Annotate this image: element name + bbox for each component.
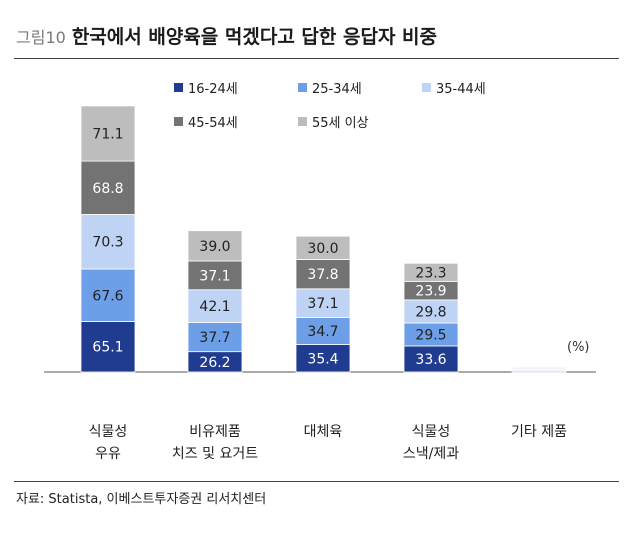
legend-swatch — [174, 117, 183, 126]
bar-segment — [295, 344, 351, 373]
figure-label: 그림10 — [16, 28, 66, 47]
category-label-line: 기타 제품 — [511, 424, 567, 440]
category-label: 기타 제품 — [484, 421, 594, 443]
data-label: 34.7 — [307, 324, 338, 340]
source-text: 자료: Statista, 이베스트투자증권 리서치센터 — [16, 492, 267, 507]
legend-item: 55세 이상 — [298, 112, 369, 131]
data-label: 68.8 — [92, 181, 123, 197]
data-label: 30.0 — [307, 241, 338, 257]
legend-swatch — [298, 117, 307, 126]
data-label: 29.5 — [415, 327, 446, 343]
bar-segment — [80, 160, 136, 215]
bar-segment — [80, 214, 136, 270]
data-label: 65.1 — [92, 340, 123, 356]
data-label: 23.9 — [415, 284, 446, 300]
category-label-line: 비유제품 — [189, 424, 241, 440]
bar-segment — [80, 321, 136, 373]
category-label-line: 대체육 — [303, 424, 343, 440]
data-label: 29.8 — [415, 304, 446, 320]
bar-segment — [295, 288, 351, 319]
data-label: 39.0 — [199, 239, 230, 255]
unit-label: (%) — [567, 340, 590, 355]
bar-segment — [187, 322, 243, 353]
category-label-line: 식물성 — [88, 424, 128, 440]
bar-segment — [295, 235, 351, 260]
bar-segment — [511, 366, 567, 369]
title-text: 한국에서 배양육을 먹겠다고 답한 응답자 비중 — [71, 26, 438, 48]
data-label: 37.8 — [307, 267, 338, 283]
data-label: 71.1 — [92, 126, 123, 142]
legend-item: 35-44세 — [422, 78, 486, 97]
category-label-line: 식물성 — [411, 424, 451, 440]
legend-item: 25-34세 — [298, 78, 362, 97]
bar-segment — [187, 260, 243, 291]
data-label: 37.1 — [199, 268, 230, 284]
data-label: 35.4 — [307, 351, 338, 367]
bar-segment — [295, 259, 351, 290]
legend-swatch — [298, 83, 307, 92]
bar-segment — [403, 262, 459, 282]
legend-label: 16-24세 — [188, 82, 238, 97]
category-label-line: 우유 — [95, 446, 121, 462]
legend-label: 45-54세 — [188, 116, 238, 131]
legend-swatch — [174, 83, 183, 92]
bar-segment — [187, 230, 243, 262]
top-rule — [14, 58, 619, 59]
data-label: 37.1 — [307, 296, 338, 312]
legend-item: 16-24세 — [174, 78, 238, 97]
bar-segment — [295, 317, 351, 345]
bar-segment — [80, 105, 136, 162]
data-label: 33.6 — [415, 352, 446, 368]
chart-title: 그림10 한국에서 배양육을 먹겠다고 답한 응답자 비중 — [16, 22, 437, 49]
data-label: 67.6 — [92, 288, 123, 304]
legend-label: 35-44세 — [436, 82, 486, 97]
data-label: 23.3 — [415, 265, 446, 281]
bar-segment — [187, 289, 243, 323]
category-label: 대체육 — [268, 421, 378, 443]
bar-segment — [80, 268, 136, 322]
data-label: 37.7 — [199, 330, 230, 346]
legend-label: 25-34세 — [312, 82, 362, 97]
bottom-rule — [14, 481, 619, 482]
legend-swatch — [422, 83, 431, 92]
bar-segment — [403, 345, 459, 373]
data-label: 42.1 — [199, 299, 230, 315]
data-label: 70.3 — [92, 235, 123, 251]
data-label: 26.2 — [199, 355, 230, 371]
category-label-line: 치즈 및 요거트 — [171, 446, 259, 462]
category-label-line: 스낵/제과 — [402, 446, 460, 462]
legend-item: 45-54세 — [174, 112, 238, 131]
legend-label: 55세 이상 — [312, 116, 369, 131]
